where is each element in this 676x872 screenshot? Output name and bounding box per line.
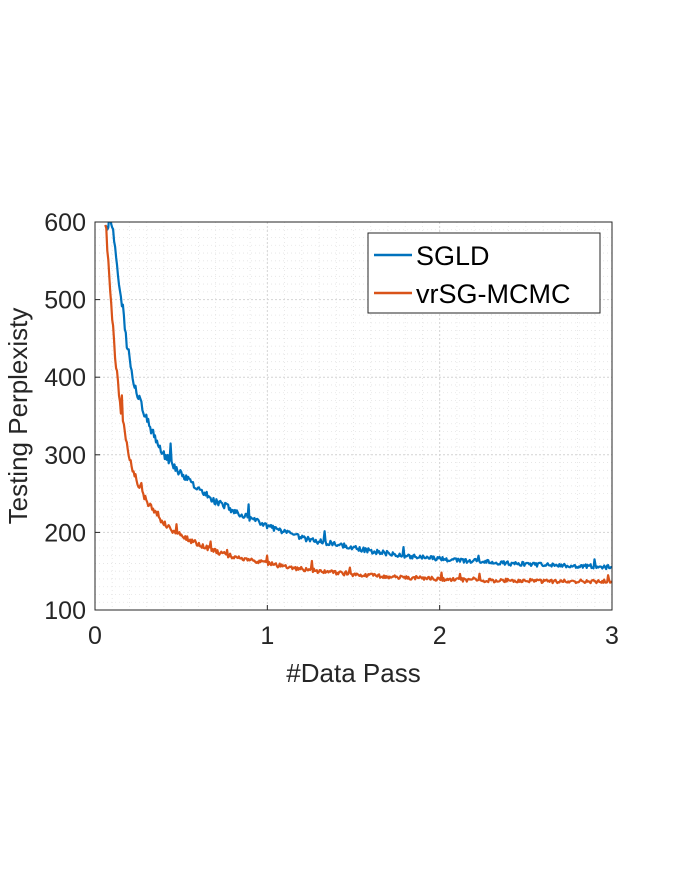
x-axis-title: #Data Pass (286, 658, 420, 688)
x-tick-labels: 0 1 2 3 (88, 622, 619, 650)
y-tick-labels: 100 200 300 400 500 600 (44, 209, 86, 625)
y-tick-label: 200 (44, 519, 86, 547)
series-layer (104, 222, 612, 585)
x-tick-label: 3 (605, 622, 619, 650)
series-line-sgld (104, 222, 612, 571)
axis-ticks (94, 221, 613, 611)
x-tick-label: 0 (88, 622, 102, 650)
plot-area-frame (94, 221, 613, 611)
y-tick-label: 500 (44, 287, 86, 315)
x-tick-label: 1 (260, 622, 274, 650)
y-tick-label: 100 (44, 597, 86, 625)
y-tick-label: 600 (44, 209, 86, 237)
legend-box (367, 232, 601, 314)
y-tick-label: 400 (44, 364, 86, 392)
y-tick-label: 300 (44, 442, 86, 470)
series-line-vrsg-mcmc (104, 224, 612, 585)
x-tick-label: 2 (433, 622, 447, 650)
legend-label-vrsg-mcmc: vrSG-MCMC (416, 279, 570, 309)
y-axis-title: Testing Perplexisty (3, 308, 33, 525)
legend-label-sgld: SGLD (416, 241, 490, 271)
legend: SGLD vrSG-MCMC (367, 232, 601, 314)
